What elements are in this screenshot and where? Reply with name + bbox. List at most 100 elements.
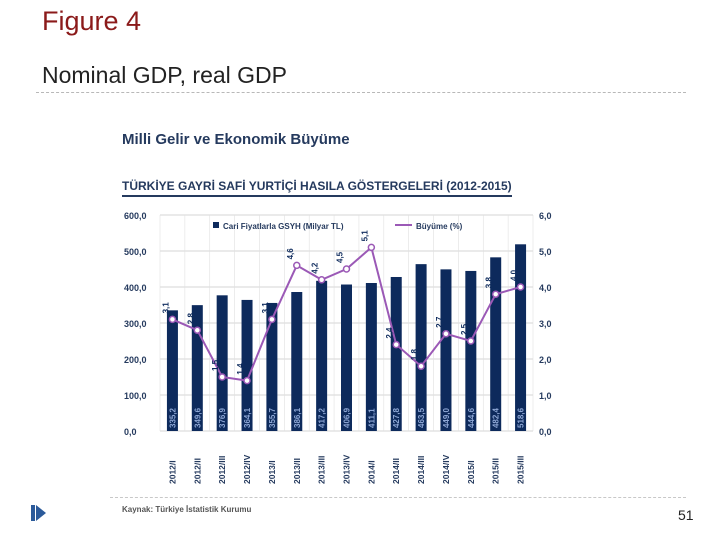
- growth-value-label: 3,1: [161, 302, 170, 314]
- gdp-bar: [440, 269, 452, 431]
- bar-value-label: 482,4: [492, 407, 501, 428]
- left-tick-label: 200,0: [124, 355, 147, 365]
- growth-value-label: 3,8: [485, 277, 494, 289]
- growth-value-label: 1,4: [236, 363, 245, 375]
- bar-value-label: 335,2: [168, 407, 177, 428]
- figure-title: Figure 4: [42, 6, 142, 36]
- growth-point: [516, 283, 525, 291]
- slide-bullet-icon: [31, 505, 46, 521]
- bar-value-label: 427,8: [392, 407, 401, 428]
- growth-point: [392, 340, 400, 349]
- right-tick-label: 3,0: [539, 319, 552, 329]
- growth-point: [442, 330, 450, 338]
- right-tick-label: 6,0: [539, 211, 552, 221]
- right-tick-label: 5,0: [539, 247, 552, 257]
- legend-line-label: Büyüme (%): [416, 222, 463, 231]
- category-label: 2014/I: [366, 460, 376, 484]
- category-label: 2014/IV: [441, 454, 451, 484]
- bar-value-label: 463,5: [417, 407, 426, 428]
- category-label: 2012/II: [192, 458, 202, 484]
- chart-heading: Milli Gelir ve Ekonomik Büyüme: [122, 131, 350, 148]
- gdp-bar: [365, 283, 377, 431]
- growth-value-label: 2,8: [186, 313, 195, 325]
- left-tick-label: 0,0: [124, 427, 137, 437]
- growth-point: [342, 265, 351, 273]
- growth-value-label: 1,5: [211, 359, 220, 371]
- growth-point: [417, 362, 425, 370]
- growth-value-label: 2,5: [460, 323, 469, 335]
- growth-value-label: 4,6: [286, 248, 295, 260]
- bar-value-label: 406,9: [343, 407, 352, 428]
- category-label: 2015/II: [491, 458, 501, 484]
- category-label: 2014/II: [391, 458, 401, 484]
- left-tick-label: 100,0: [124, 391, 147, 401]
- bar-value-label: 444,6: [467, 407, 476, 428]
- gdp-bar: [166, 310, 178, 431]
- category-label: 2012/III: [217, 456, 227, 484]
- growth-value-label: 4,0: [510, 269, 519, 281]
- bar-value-label: 376,9: [218, 407, 227, 428]
- legend-bar-swatch: [213, 222, 219, 228]
- bar-value-label: 417,2: [318, 407, 327, 428]
- bar-value-label: 386,1: [293, 407, 302, 428]
- gdp-bar: [291, 292, 303, 431]
- left-tick-label: 600,0: [124, 211, 147, 221]
- growth-point: [243, 376, 251, 385]
- gdp-bar: [191, 305, 203, 431]
- growth-point: [467, 337, 475, 345]
- gdp-bar: [341, 284, 352, 431]
- growth-value-label: 1,8: [410, 349, 419, 361]
- right-tick-label: 1,0: [539, 391, 552, 401]
- growth-point: [268, 315, 276, 324]
- category-label: 2013/III: [317, 456, 327, 484]
- growth-point: [168, 315, 177, 324]
- category-label: 2014/III: [416, 456, 426, 484]
- category-label: 2012/IV: [242, 454, 252, 484]
- right-tick-label: 4,0: [539, 283, 552, 293]
- bar-value-label: 518,6: [517, 407, 526, 428]
- gdp-bar: [390, 276, 402, 431]
- gdp-bar: [316, 280, 328, 431]
- gdp-bar: [465, 270, 477, 431]
- left-tick-label: 400,0: [124, 283, 147, 293]
- gdp-bar: [515, 244, 527, 431]
- legend-bar-label: Cari Fiyatlarla GSYH (Milyar TL): [223, 222, 344, 231]
- growth-value-label: 2,4: [385, 327, 394, 339]
- growth-value-label: 4,5: [336, 251, 345, 263]
- gdp-bar: [266, 302, 278, 431]
- bottom-divider: [110, 497, 686, 498]
- growth-point: [317, 276, 326, 284]
- category-label: 2015/I: [466, 460, 476, 484]
- gdp-bar: [216, 295, 228, 431]
- growth-value-label: 5,1: [360, 230, 369, 242]
- source-note: Kaynak: Türkiye İstatistik Kurumu: [122, 505, 252, 514]
- chart-subheading: TÜRKİYE GAYRİ SAFİ YURTİÇİ HASILA GÖSTER…: [122, 179, 512, 197]
- bar-value-label: 364,1: [243, 407, 252, 428]
- gdp-bar: [241, 299, 253, 431]
- bar-value-label: 449,0: [442, 407, 451, 428]
- bar-value-label: 355,7: [268, 407, 277, 428]
- growth-value-label: 2,7: [435, 316, 444, 328]
- left-tick-label: 300,0: [124, 319, 147, 329]
- category-label: 2013/II: [292, 458, 302, 484]
- bar-value-label: 349,6: [193, 407, 202, 428]
- figure-subtitle: Nominal GDP, real GDP: [42, 62, 287, 88]
- category-label: 2013/I: [267, 460, 277, 484]
- gdp-bar: [490, 257, 502, 431]
- growth-point: [491, 290, 500, 298]
- category-label: 2012/I: [167, 460, 177, 484]
- category-label: 2013/IV: [342, 454, 352, 484]
- bar-value-label: 411,1: [367, 408, 376, 428]
- growth-point: [293, 261, 301, 270]
- gdp-bar: [415, 264, 427, 431]
- growth-point: [218, 373, 226, 381]
- growth-point: [193, 326, 202, 334]
- top-divider: [36, 92, 686, 93]
- growth-value-label: 3,1: [261, 302, 270, 314]
- left-tick-label: 500,0: [124, 247, 147, 257]
- page-number: 51: [678, 507, 694, 523]
- growth-value-label: 4,2: [311, 262, 320, 274]
- category-label: 2015/III: [516, 456, 526, 484]
- growth-point: [367, 243, 376, 252]
